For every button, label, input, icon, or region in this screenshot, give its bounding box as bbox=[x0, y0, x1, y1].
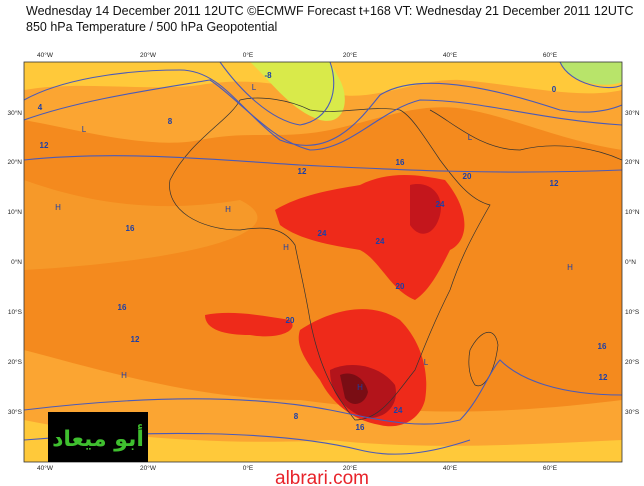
pressure-center: H bbox=[121, 371, 127, 380]
contour-label: 20 bbox=[396, 282, 405, 291]
contour-label: 12 bbox=[131, 335, 140, 344]
lon-label: 40°W bbox=[37, 464, 54, 472]
contour-label: 12 bbox=[40, 141, 49, 150]
contour-label: 12 bbox=[599, 373, 608, 382]
contour-label: -8 bbox=[264, 71, 272, 80]
contour-label: 16 bbox=[396, 158, 405, 167]
lat-label: 30°N bbox=[7, 109, 22, 117]
temperature-field bbox=[24, 62, 622, 462]
lon-label: 0°E bbox=[243, 51, 254, 59]
lat-label: 20°N bbox=[7, 158, 22, 166]
contour-label: 20 bbox=[286, 316, 295, 325]
contour-label: 12 bbox=[550, 179, 559, 188]
pressure-center: L bbox=[468, 133, 473, 142]
lon-label: 20°E bbox=[343, 51, 358, 59]
lon-label: 40°E bbox=[443, 51, 458, 59]
logo-box bbox=[48, 412, 148, 462]
lat-label: 20°S bbox=[8, 358, 23, 366]
pressure-center: H bbox=[225, 205, 231, 214]
header-line: 850 hPa Temperature / 500 hPa Geopotenti… bbox=[26, 20, 278, 34]
contour-label: 16 bbox=[356, 423, 365, 432]
contour-label: 8 bbox=[168, 117, 173, 126]
lat-label: 30°N bbox=[625, 109, 640, 117]
pressure-center: L bbox=[252, 83, 257, 92]
lon-label: 20°W bbox=[140, 464, 157, 472]
pressure-center: H bbox=[567, 263, 573, 272]
lon-label: 20°E bbox=[343, 464, 358, 472]
lon-label: 60°E bbox=[543, 51, 558, 59]
lat-label: 0°N bbox=[11, 258, 22, 266]
lat-label: 30°S bbox=[8, 408, 23, 416]
pressure-center: L bbox=[82, 125, 87, 134]
lat-label: 10°N bbox=[625, 208, 640, 216]
contour-label: 24 bbox=[376, 237, 385, 246]
lon-label: 20°W bbox=[140, 51, 157, 59]
lat-label: 10°S bbox=[8, 308, 23, 316]
contour-label: 24 bbox=[394, 406, 403, 415]
contour-label: 16 bbox=[598, 342, 607, 351]
contour-label: 24 bbox=[436, 200, 445, 209]
logo-text: أبو ميعاد bbox=[52, 423, 144, 452]
lon-label: 40°E bbox=[443, 464, 458, 472]
contour-label: 0 bbox=[552, 85, 557, 94]
lat-label: 10°S bbox=[625, 308, 640, 316]
map-frame bbox=[23, 61, 623, 463]
contour-label: 16 bbox=[126, 224, 135, 233]
lon-label: 40°W bbox=[37, 51, 54, 59]
lon-label: 60°E bbox=[543, 464, 558, 472]
watermark: albrari.com bbox=[275, 468, 369, 486]
contour-label: 20 bbox=[463, 172, 472, 181]
header-line: Wednesday 14 December 2011 12UTC ©ECMWF … bbox=[26, 4, 634, 18]
pressure-center: H bbox=[283, 243, 289, 252]
pressure-center: H bbox=[357, 383, 363, 392]
lat-label: 20°S bbox=[625, 358, 640, 366]
lat-label: 20°N bbox=[625, 158, 640, 166]
lon-label: 0°E bbox=[243, 464, 254, 472]
lat-label: 0°N bbox=[625, 258, 636, 266]
lat-label: 10°N bbox=[7, 208, 22, 216]
lat-label: 30°S bbox=[625, 408, 640, 416]
contour-label: 8 bbox=[294, 412, 299, 421]
contour-label: 4 bbox=[38, 103, 43, 112]
pressure-center: L bbox=[424, 358, 429, 367]
contour-label: 24 bbox=[318, 229, 327, 238]
contour-label: 16 bbox=[118, 303, 127, 312]
contour-label: 12 bbox=[298, 167, 307, 176]
pressure-center: H bbox=[55, 203, 61, 212]
